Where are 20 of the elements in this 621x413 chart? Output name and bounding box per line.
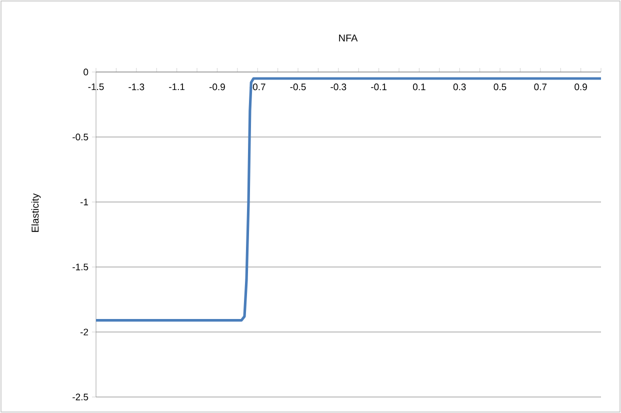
x-tick-label: -1.5: [88, 84, 104, 90]
x-tick-label: -1.3: [128, 84, 144, 90]
x-tick-label: 0.5: [494, 84, 506, 90]
y-axis-title: Elasticity: [31, 193, 41, 232]
y-tick-label: 0: [84, 68, 88, 76]
x-tick-label: 0.7: [534, 84, 547, 90]
x-tick-label: -0.1: [371, 84, 386, 90]
x-tick-label: -1.1: [169, 84, 184, 90]
y-tick-label: -1: [80, 198, 88, 206]
chart-title: NFA: [339, 34, 358, 42]
x-tick-label: -0.3: [330, 84, 346, 90]
x-tick-label: 0.9: [574, 84, 587, 90]
x-tick-label: -0.5: [290, 84, 306, 90]
y-tick-label: -2.5: [72, 394, 88, 400]
y-tick-label: -0.5: [72, 134, 88, 140]
y-tick-label: -2: [80, 328, 88, 336]
y-tick-label: -1.5: [72, 264, 88, 270]
x-tick-label: -0.9: [209, 84, 225, 90]
x-tick-label: 0.3: [453, 84, 466, 90]
x-tick-label: 0.1: [413, 84, 426, 90]
